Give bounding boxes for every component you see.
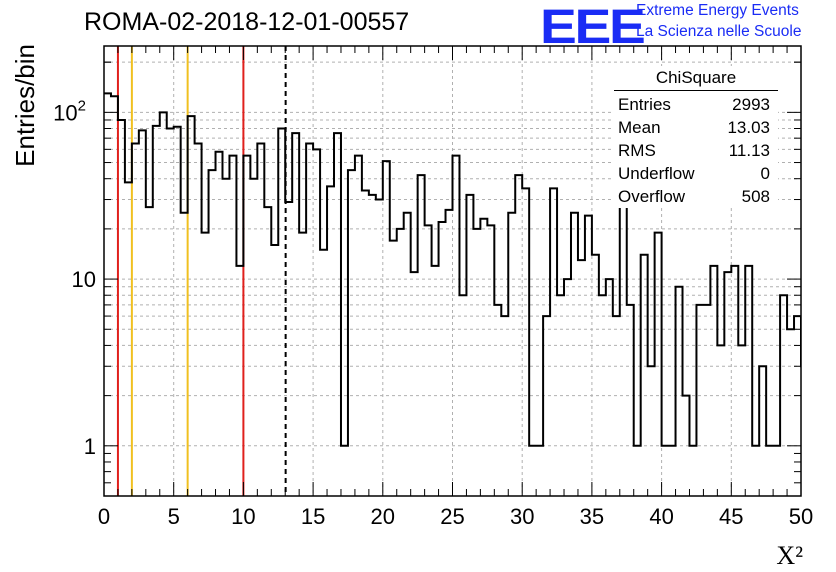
stats-row-rms: RMS 11.13 xyxy=(618,141,770,160)
logo-line1: Extreme Energy Events xyxy=(636,2,799,19)
x-tick-label: 25 xyxy=(440,504,464,529)
chart-title: ROMA-02-2018-12-01-00557 xyxy=(84,8,410,36)
x-tick-label: 10 xyxy=(231,504,255,529)
x-tick-label: 5 xyxy=(168,504,180,529)
stats-box: ChiSquare Entries 2993 Mean 13.03 RMS 11.13… xyxy=(614,66,778,208)
x-tick-label: 20 xyxy=(371,504,395,529)
stats-row-underflow: Underflow 0 xyxy=(618,164,770,183)
stats-row-entries: Entries 2993 xyxy=(618,95,770,114)
histogram-steps xyxy=(104,92,801,447)
x-tick-label: 15 xyxy=(301,504,325,529)
x-tick-label: 30 xyxy=(510,504,534,529)
stats-row-overflow: Overflow 508 xyxy=(618,187,770,206)
x-tick-label: 35 xyxy=(580,504,604,529)
x-tick-label: 40 xyxy=(649,504,673,529)
eee-logo: EEE xyxy=(540,1,646,54)
stats-row-mean: Mean 13.03 xyxy=(618,118,770,137)
x-tick-label: 0 xyxy=(98,504,110,529)
y-axis-title: Entries/bin xyxy=(10,44,40,167)
logo-line2: La Scienza nelle Scuole xyxy=(636,23,802,40)
x-axis-title: X² xyxy=(776,541,803,570)
y-tick-label: 102 xyxy=(53,97,86,125)
x-tick-label: 45 xyxy=(719,504,743,529)
x-tick-label: 50 xyxy=(789,504,813,529)
y-tick-label: 1 xyxy=(84,434,96,459)
stats-title: ChiSquare xyxy=(614,66,778,91)
y-tick-label: 10 xyxy=(72,267,96,292)
